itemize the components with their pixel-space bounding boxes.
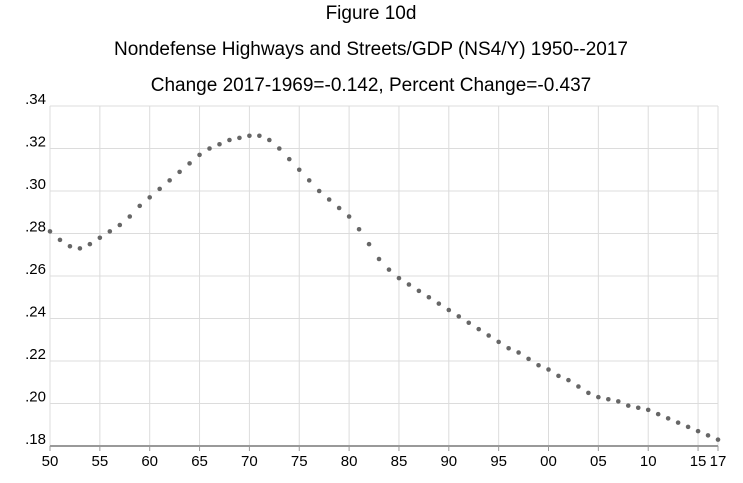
data-point (117, 222, 123, 228)
x-tick-label: 90 (440, 453, 457, 470)
y-tick-label: .20 (25, 388, 46, 405)
data-point (586, 390, 591, 396)
x-tick-label: 70 (241, 453, 258, 470)
chart-subtitle: Nondefense Highways and Streets/GDP (NS4… (114, 39, 628, 60)
data-point (217, 141, 222, 147)
data-point (296, 167, 302, 173)
x-tick-label: 95 (490, 453, 507, 470)
data-point (546, 367, 551, 372)
y-tick-label: .28 (25, 218, 46, 235)
chart-title: Figure 10d (326, 3, 417, 24)
data-point (277, 146, 282, 151)
data-point (157, 186, 162, 192)
data-point (147, 195, 153, 200)
y-tick-label: .34 (25, 91, 46, 108)
data-point (137, 203, 143, 209)
x-tick-label: 80 (341, 453, 358, 470)
data-point (77, 246, 83, 251)
data-point (655, 411, 661, 417)
data-point (267, 137, 272, 143)
y-tick-label: .30 (25, 176, 46, 193)
x-tick-label: 50 (42, 453, 59, 470)
data-point (97, 235, 103, 241)
data-point (705, 433, 711, 438)
data-point (356, 226, 362, 232)
data-point (47, 229, 53, 234)
x-tick-label: 75 (291, 453, 308, 470)
y-tick-label: .24 (25, 303, 46, 320)
data-point (306, 178, 312, 183)
data-point (237, 135, 242, 141)
data-point (476, 326, 482, 332)
y-tick-label: .18 (25, 431, 46, 448)
data-point (406, 282, 412, 287)
x-tick-label: 85 (391, 453, 408, 470)
data-point (436, 301, 442, 306)
data-point (615, 399, 621, 404)
data-point (336, 205, 342, 211)
x-tick-label: 55 (92, 453, 109, 470)
data-point (496, 339, 501, 345)
data-point (456, 314, 462, 319)
data-point (685, 424, 691, 430)
x-tick-label: 15 (690, 453, 707, 470)
x-tick-label: 65 (191, 453, 208, 470)
x-tick-label: 60 (141, 453, 158, 470)
y-tick-label: .32 (25, 133, 46, 150)
data-point (526, 356, 531, 362)
data-point (257, 133, 262, 139)
data-point (197, 152, 202, 158)
data-point (596, 394, 601, 400)
data-point (625, 403, 631, 408)
data-point (715, 437, 721, 442)
data-point (316, 188, 322, 194)
chart-annotation: Change 2017-1969=-0.142, Percent Change=… (151, 75, 592, 96)
data-point (326, 197, 332, 202)
data-point (376, 256, 382, 262)
data-point (606, 396, 611, 402)
data-point (566, 377, 571, 383)
data-point (576, 384, 581, 389)
data-point (665, 416, 671, 421)
data-point (466, 320, 472, 326)
data-point (635, 405, 641, 411)
data-point (386, 267, 392, 272)
data-point (506, 345, 511, 351)
data-point (247, 133, 252, 139)
data-point (645, 407, 651, 413)
y-tick-label: .26 (25, 261, 46, 278)
x-tick-label: 17 (710, 453, 727, 470)
data-point (177, 169, 182, 175)
data-point (426, 294, 432, 300)
data-point (366, 241, 372, 247)
x-tick-label: 05 (590, 453, 607, 470)
data-point (446, 307, 452, 313)
data-point (187, 161, 192, 166)
data-point (516, 350, 521, 355)
data-point (486, 333, 491, 338)
x-tick-label: 10 (640, 453, 657, 470)
data-point (536, 362, 541, 368)
data-point (57, 237, 63, 243)
data-point (87, 241, 93, 247)
data-point (416, 288, 422, 294)
data-point (127, 214, 133, 219)
data-point (396, 275, 402, 281)
x-tick-label: 00 (540, 453, 557, 470)
data-point (675, 420, 681, 425)
data-point (227, 137, 232, 143)
data-point (67, 243, 73, 249)
y-tick-label: .22 (25, 346, 46, 363)
data-point (207, 146, 212, 151)
data-point (286, 156, 292, 162)
data-point (346, 214, 352, 219)
data-point (167, 178, 172, 183)
data-point (556, 373, 561, 379)
data-point (695, 428, 701, 434)
data-point (107, 229, 113, 234)
